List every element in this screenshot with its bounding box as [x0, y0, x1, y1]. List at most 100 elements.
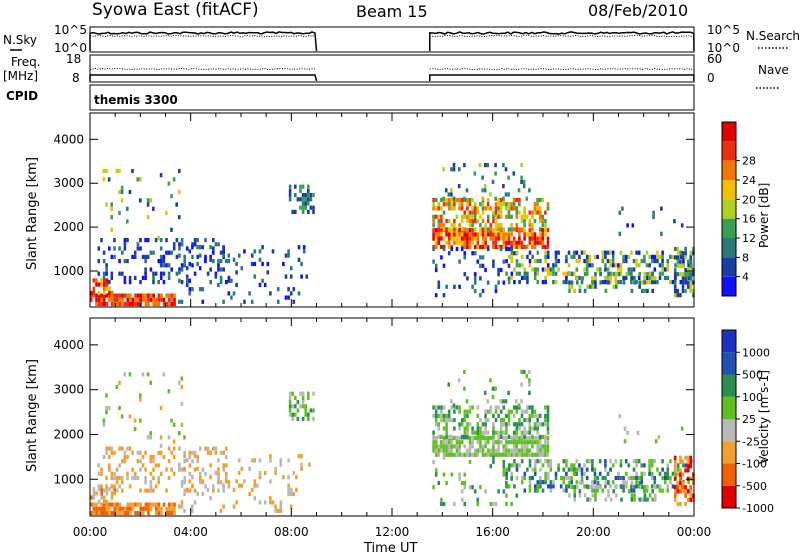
power-cell	[432, 246, 435, 252]
power-cell	[463, 272, 467, 277]
velocity-cell	[499, 422, 503, 427]
velocity-cell	[520, 459, 524, 464]
power-cell	[533, 210, 537, 215]
power-cell	[217, 242, 220, 247]
velocity-cell	[183, 488, 186, 493]
power-cell	[453, 218, 456, 224]
velocity-cell	[528, 452, 532, 457]
velocity-cell	[113, 450, 116, 455]
velocity-cell	[676, 472, 680, 477]
power-cell	[450, 236, 454, 241]
velocity-cell	[463, 472, 467, 477]
power-cell	[468, 214, 472, 219]
power-cell	[175, 202, 178, 207]
velocity-cell	[546, 459, 550, 464]
power-cell	[162, 301, 166, 307]
velocity-cell	[572, 463, 576, 468]
power-cell	[434, 232, 438, 237]
velocity-cell	[680, 426, 684, 431]
velocity-cell	[510, 471, 514, 476]
power-cell	[533, 267, 537, 272]
x-tick-label: 00:00	[73, 525, 108, 539]
velocity-cell	[565, 459, 568, 464]
power-cell	[105, 168, 108, 174]
velocity-cell	[653, 480, 657, 485]
power-cell	[565, 254, 568, 259]
power-cell	[126, 297, 129, 302]
velocity-cell	[170, 418, 173, 423]
power-cell	[538, 214, 542, 219]
velocity-cell	[214, 450, 218, 455]
velocity-cell	[505, 493, 508, 498]
velocity-cell	[463, 452, 467, 457]
velocity-cell	[565, 484, 568, 489]
velocity-cell	[131, 506, 135, 511]
power-cell	[520, 218, 524, 224]
power-cell	[476, 232, 480, 237]
power-cell	[601, 250, 605, 255]
power-cell	[627, 267, 631, 272]
velocity-cell	[463, 501, 467, 507]
velocity-cell	[484, 426, 487, 431]
power-cell	[442, 246, 446, 252]
power-cell	[679, 250, 683, 255]
velocity-cell	[515, 448, 519, 453]
velocity-cell	[515, 475, 519, 481]
velocity-cell	[105, 506, 109, 511]
power-cell	[484, 232, 487, 237]
power-cell	[437, 280, 441, 285]
velocity-cell	[450, 444, 454, 449]
velocity-cell	[178, 380, 181, 385]
velocity-cell	[225, 471, 228, 476]
power-cell	[497, 214, 500, 219]
velocity-cell	[253, 483, 257, 488]
power-cell	[481, 202, 485, 207]
power-cell	[188, 291, 192, 296]
power-cell	[129, 301, 132, 307]
power-cell	[463, 236, 467, 241]
power-cell	[113, 254, 116, 259]
power-cell	[180, 263, 184, 268]
power-cell	[136, 297, 140, 302]
power-cell	[552, 280, 555, 285]
velocity-cell	[162, 372, 165, 377]
velocity-cell	[178, 431, 181, 436]
power-cell	[617, 267, 620, 272]
power-cell	[526, 254, 529, 259]
velocity-cell	[102, 422, 106, 427]
velocity-cell	[180, 384, 184, 390]
power-cell	[635, 259, 638, 264]
velocity-cell	[457, 378, 461, 383]
velocity-cell	[594, 489, 597, 494]
velocity-cell	[183, 454, 186, 459]
velocity-cell	[154, 484, 158, 489]
power-cell	[674, 263, 677, 268]
velocity-cell	[505, 452, 508, 457]
velocity-cell	[129, 502, 132, 507]
power-cell	[533, 218, 537, 224]
velocity-cell	[167, 435, 171, 440]
velocity-cell	[518, 448, 521, 453]
velocity-cell	[100, 502, 103, 507]
velocity-cell	[544, 475, 547, 481]
power-cell	[447, 244, 451, 250]
power-cell	[307, 209, 310, 214]
power-colorbar-tick-label: 16	[742, 213, 756, 226]
velocity-cell	[515, 409, 519, 414]
power-cell	[120, 185, 124, 190]
power-cell	[284, 295, 288, 300]
power-cell	[679, 272, 682, 277]
velocity-cell	[240, 466, 244, 471]
power-cell	[468, 236, 472, 241]
velocity-colorbar-swatch	[722, 352, 736, 375]
power-cell	[643, 280, 647, 285]
power-cell	[632, 259, 636, 264]
velocity-cell	[512, 413, 516, 418]
power-cell	[554, 280, 558, 285]
velocity-cell	[167, 446, 171, 451]
velocity-cell	[505, 480, 508, 486]
power-cell	[120, 189, 124, 195]
power-cell	[518, 232, 521, 237]
velocity-y-tick-label: 4000	[53, 338, 84, 352]
power-cell	[565, 271, 568, 276]
